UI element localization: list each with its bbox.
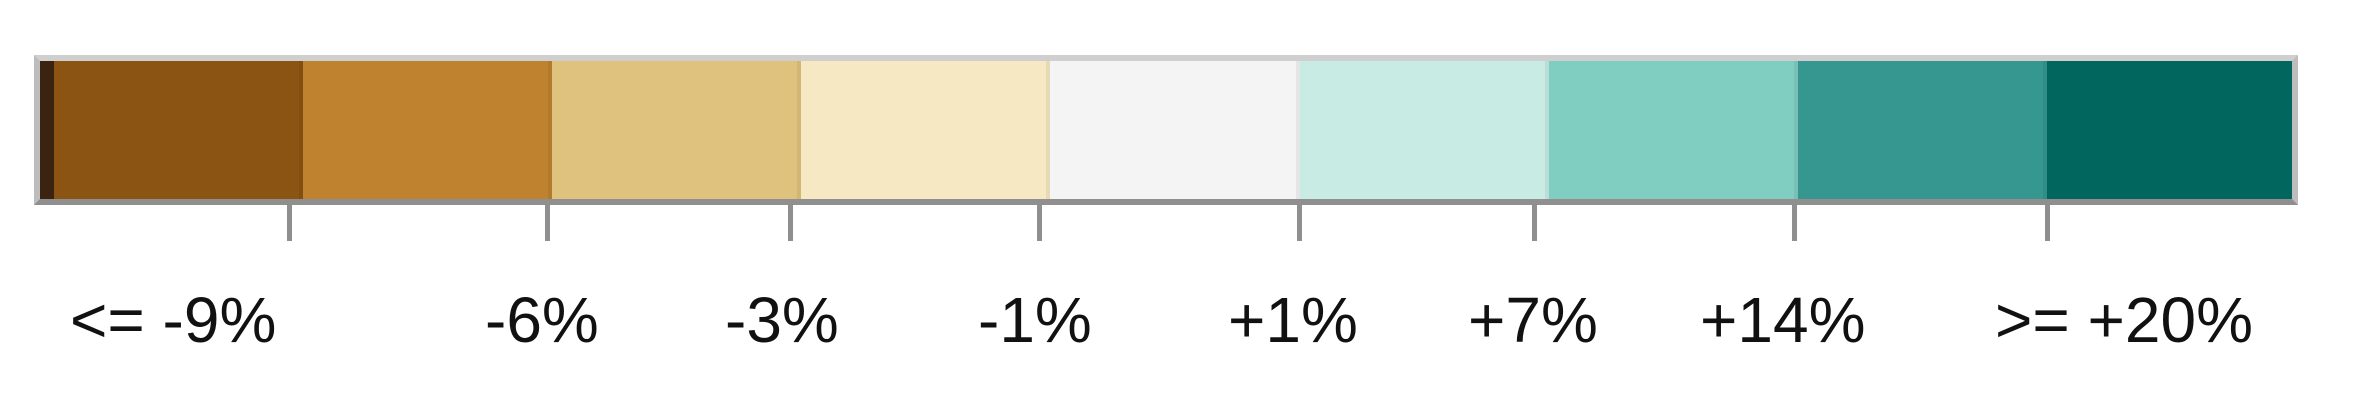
tick-mark-7 — [2045, 205, 2050, 241]
color-scale-bar — [34, 55, 2298, 205]
tick-label-3: -1% — [978, 284, 1092, 356]
tick-label-2: -3% — [725, 284, 839, 356]
tick-mark-4 — [1297, 205, 1302, 241]
color-bin-1 — [303, 61, 553, 199]
color-bin-5 — [1299, 61, 1549, 199]
color-bin-8 — [2046, 61, 2292, 199]
tick-label-5: +7% — [1468, 284, 1598, 356]
color-bin-0 — [40, 61, 304, 199]
tick-mark-2 — [788, 205, 793, 241]
tick-label-6: +14% — [1700, 284, 1866, 356]
color-bin-7 — [1797, 61, 2047, 199]
tick-label-0: <= -9% — [70, 284, 277, 356]
tick-mark-5 — [1532, 205, 1537, 241]
tick-label-1: -6% — [485, 284, 599, 356]
tick-marks — [0, 205, 2358, 245]
tick-label-4: +1% — [1228, 284, 1358, 356]
color-bin-3 — [801, 61, 1051, 199]
color-bin-4 — [1050, 61, 1300, 199]
color-bin-6 — [1548, 61, 1798, 199]
tick-mark-6 — [1792, 205, 1797, 241]
tick-label-7: >= +20% — [1995, 284, 2253, 356]
tick-mark-3 — [1037, 205, 1042, 241]
color-bin-2 — [552, 61, 802, 199]
tick-labels: <= -9% -6% -3% -1% +1% +7% +14% >= +20% — [0, 280, 2358, 360]
tick-mark-1 — [545, 205, 550, 241]
tick-mark-0 — [287, 205, 292, 241]
